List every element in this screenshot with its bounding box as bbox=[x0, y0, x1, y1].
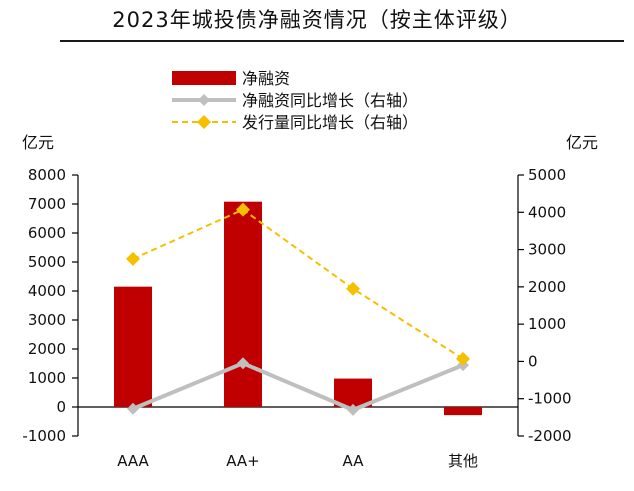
axes: 8000 7000 6000 5000 4000 3000 2000 1000 0 -1000 50… bbox=[22, 166, 571, 470]
series-point bbox=[347, 403, 359, 416]
right-axis-tick-label: 2000 bbox=[528, 278, 566, 296]
right-axis-tick-label: 1000 bbox=[528, 315, 566, 333]
bar bbox=[334, 378, 372, 407]
left-axis-tick-label: 7000 bbox=[28, 195, 66, 213]
left-axis-tick-label: 2000 bbox=[28, 340, 66, 358]
line-series bbox=[126, 202, 470, 416]
left-axis-tick-label: 6000 bbox=[28, 224, 66, 242]
left-axis-tick-label: 4000 bbox=[28, 282, 66, 300]
right-axis-tick-label: 4000 bbox=[528, 203, 566, 221]
left-axis-tick-label: 0 bbox=[56, 398, 66, 416]
series-line bbox=[132, 361, 464, 413]
bar bbox=[224, 201, 262, 407]
legend-marker bbox=[197, 115, 211, 129]
x-axis-tick-label: AAA bbox=[117, 452, 149, 470]
left-axis-unit: 亿元 bbox=[22, 133, 54, 152]
series-point bbox=[456, 351, 470, 366]
series-point bbox=[126, 251, 140, 266]
right-axis-tick-label: 3000 bbox=[528, 241, 566, 259]
left-axis-tick-label: 8000 bbox=[28, 166, 66, 184]
bar bbox=[444, 407, 482, 416]
legend-marker bbox=[198, 94, 210, 106]
left-axis-tick-label: 1000 bbox=[28, 369, 66, 387]
title-rule bbox=[60, 40, 624, 42]
series-point bbox=[237, 357, 249, 370]
legend-label: 净融资同比增长（右轴） bbox=[242, 91, 418, 110]
right-axis-unit: 亿元 bbox=[566, 133, 598, 152]
legend-label: 净融资 bbox=[242, 69, 290, 88]
series-point bbox=[236, 202, 250, 217]
legend-swatch bbox=[172, 71, 236, 85]
left-axis-tick-label: -1000 bbox=[22, 427, 66, 445]
right-axis-tick-label: 5000 bbox=[528, 166, 566, 184]
x-axis-tick-label: 其他 bbox=[448, 452, 478, 470]
series-point bbox=[346, 281, 360, 296]
x-axis-tick-label: AA bbox=[343, 452, 365, 470]
series-point bbox=[127, 402, 139, 415]
bar bbox=[114, 286, 152, 407]
left-axis-tick-label: 5000 bbox=[28, 253, 66, 271]
chart-title: 2023年城投债净融资情况（按主体评级） bbox=[112, 8, 522, 32]
bar-series bbox=[114, 201, 482, 416]
legend-label: 发行量同比增长（右轴） bbox=[242, 113, 418, 132]
right-axis-tick-label: -1000 bbox=[528, 390, 572, 408]
left-axis-tick-label: 3000 bbox=[28, 311, 66, 329]
x-axis-tick-label: AA+ bbox=[226, 452, 260, 470]
right-axis-tick-label: 0 bbox=[528, 352, 538, 370]
right-axis-tick-label: -2000 bbox=[528, 427, 572, 445]
series-line bbox=[132, 208, 464, 360]
